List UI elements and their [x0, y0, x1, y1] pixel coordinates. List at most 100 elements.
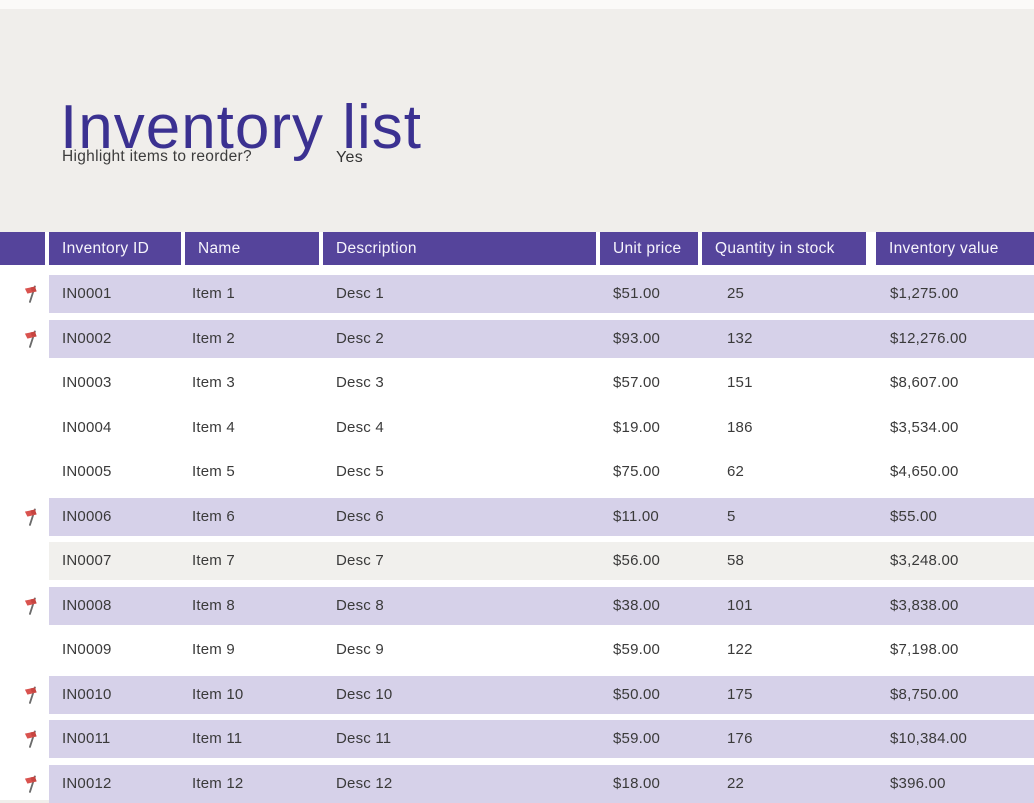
table-header-unit-price[interactable]: Unit price — [600, 232, 698, 265]
cell-quantity-in-stock[interactable]: 5 — [727, 507, 736, 525]
cell-name[interactable]: Item 1 — [192, 285, 235, 302]
cell-inventory-value[interactable]: $8,607.00 — [890, 374, 959, 391]
reorder-question-value-cell[interactable]: Yes — [336, 149, 364, 166]
cell-unit-price[interactable]: $18.00 — [613, 774, 661, 792]
table-row[interactable]: IN0011 Item 11 Desc 11 $59.00 176 $10,38… — [0, 720, 1034, 758]
cell-name[interactable]: Item 12 — [192, 774, 244, 792]
table-row[interactable]: IN0003 Item 3 Desc 3 $57.00 151 $8,607.0… — [0, 364, 1034, 402]
cell-description[interactable]: Desc 12 — [336, 774, 393, 792]
cell-inventory-id[interactable]: IN0004 — [62, 418, 112, 436]
cell-description[interactable]: Desc 11 — [336, 730, 392, 747]
cell-inventory-value[interactable]: $55.00 — [890, 507, 938, 525]
cell-name[interactable]: Item 9 — [192, 641, 235, 658]
cell-unit-price[interactable]: $51.00 — [613, 285, 661, 302]
reorder-flag-icon — [24, 686, 37, 704]
cell-name[interactable]: Item 7 — [192, 552, 235, 569]
table-row[interactable]: IN0012 Item 12 Desc 12 $18.00 22 $396.00 — [0, 764, 1034, 803]
table-row[interactable]: IN0009 Item 9 Desc 9 $59.00 122 $7,198.0… — [0, 631, 1034, 669]
cell-quantity-in-stock[interactable]: 62 — [727, 463, 745, 480]
cell-inventory-id[interactable]: IN0012 — [62, 774, 112, 792]
cell-name[interactable]: Item 8 — [192, 596, 235, 614]
cell-description[interactable]: Desc 2 — [336, 329, 384, 347]
cell-inventory-value[interactable]: $3,248.00 — [890, 552, 959, 569]
cell-unit-price[interactable]: $19.00 — [613, 418, 661, 436]
cell-inventory-value[interactable]: $12,276.00 — [890, 329, 968, 347]
table-header-name-label: Name — [198, 240, 241, 257]
table-row[interactable]: IN0008 Item 8 Desc 8 $38.00 101 $3,838.0… — [0, 586, 1034, 625]
cell-unit-price[interactable]: $56.00 — [613, 552, 661, 569]
cell-inventory-value[interactable]: $3,838.00 — [890, 596, 959, 614]
table-header-inventory-id[interactable]: Inventory ID — [49, 232, 181, 265]
cell-quantity-in-stock[interactable]: 122 — [727, 641, 753, 658]
cell-quantity-in-stock[interactable]: 151 — [727, 374, 753, 391]
cell-unit-price[interactable]: $11.00 — [613, 507, 659, 525]
table-header-description[interactable]: Description — [323, 232, 596, 265]
cell-inventory-id[interactable]: IN0011 — [62, 730, 111, 747]
table-row[interactable]: IN0010 Item 10 Desc 10 $50.00 175 $8,750… — [0, 675, 1034, 714]
cell-inventory-value[interactable]: $396.00 — [890, 774, 946, 792]
table-row[interactable]: IN0004 Item 4 Desc 4 $19.00 186 $3,534.0… — [0, 408, 1034, 447]
row-band — [49, 586, 1034, 625]
table-row[interactable]: IN0005 Item 5 Desc 5 $75.00 62 $4,650.00 — [0, 453, 1034, 491]
cell-inventory-id[interactable]: IN0005 — [62, 463, 112, 480]
cell-description[interactable]: Desc 7 — [336, 552, 384, 569]
cell-inventory-value[interactable]: $10,384.00 — [890, 730, 968, 747]
cell-name[interactable]: Item 3 — [192, 374, 235, 391]
row-band — [49, 764, 1034, 803]
cell-description[interactable]: Desc 9 — [336, 641, 384, 658]
cell-name[interactable]: Item 5 — [192, 463, 235, 480]
cell-inventory-value[interactable]: $3,534.00 — [890, 418, 959, 436]
row-band — [49, 631, 1034, 669]
cell-unit-price[interactable]: $93.00 — [613, 329, 661, 347]
cell-inventory-id[interactable]: IN0006 — [62, 507, 112, 525]
cell-inventory-value[interactable]: $8,750.00 — [890, 685, 959, 703]
cell-unit-price[interactable]: $50.00 — [613, 685, 661, 703]
cell-unit-price[interactable]: $59.00 — [613, 641, 661, 658]
cell-description[interactable]: Desc 10 — [336, 685, 393, 703]
cell-description[interactable]: Desc 8 — [336, 596, 384, 614]
table-row[interactable]: IN0002 Item 2 Desc 2 $93.00 132 $12,276.… — [0, 319, 1034, 358]
cell-description[interactable]: Desc 5 — [336, 463, 384, 480]
cell-inventory-id[interactable]: IN0003 — [62, 374, 112, 391]
cell-unit-price[interactable]: $59.00 — [613, 730, 661, 747]
cell-inventory-value[interactable]: $7,198.00 — [890, 641, 959, 658]
table-row[interactable]: IN0001 Item 1 Desc 1 $51.00 25 $1,275.00 — [0, 275, 1034, 313]
cell-unit-price[interactable]: $75.00 — [613, 463, 661, 480]
cell-inventory-id[interactable]: IN0001 — [62, 285, 112, 302]
cell-quantity-in-stock[interactable]: 101 — [727, 596, 753, 614]
cell-inventory-value[interactable]: $4,650.00 — [890, 463, 959, 480]
cell-inventory-id[interactable]: IN0009 — [62, 641, 112, 658]
cell-unit-price[interactable]: $57.00 — [613, 374, 661, 391]
cell-quantity-in-stock[interactable]: 25 — [727, 285, 745, 302]
cell-inventory-value[interactable]: $1,275.00 — [890, 285, 959, 302]
cell-name[interactable]: Item 2 — [192, 329, 235, 347]
cell-description[interactable]: Desc 6 — [336, 507, 384, 525]
cell-quantity-in-stock[interactable]: 58 — [727, 552, 745, 569]
cell-name[interactable]: Item 10 — [192, 685, 244, 703]
cell-name[interactable]: Item 11 — [192, 730, 243, 747]
cell-description[interactable]: Desc 1 — [336, 285, 384, 302]
table-row[interactable]: IN0006 Item 6 Desc 6 $11.00 5 $55.00 — [0, 497, 1034, 536]
table-header-description-label: Description — [336, 240, 417, 257]
reorder-question-label: Highlight items to reorder? — [62, 148, 252, 165]
cell-unit-price[interactable]: $38.00 — [613, 596, 661, 614]
cell-description[interactable]: Desc 4 — [336, 418, 384, 436]
cell-inventory-id[interactable]: IN0002 — [62, 329, 112, 347]
table-header-quantity-in-stock[interactable]: Quantity in stock — [702, 232, 866, 265]
cell-quantity-in-stock[interactable]: 176 — [727, 730, 753, 747]
cell-quantity-in-stock[interactable]: 22 — [727, 774, 745, 792]
cell-inventory-id[interactable]: IN0007 — [62, 552, 112, 569]
cell-name[interactable]: Item 4 — [192, 418, 235, 436]
cell-inventory-id[interactable]: IN0008 — [62, 596, 112, 614]
table-header-inventory-value[interactable]: Inventory value — [876, 232, 1034, 265]
cell-description[interactable]: Desc 3 — [336, 374, 384, 391]
table-row[interactable]: IN0007 Item 7 Desc 7 $56.00 58 $3,248.00 — [0, 542, 1034, 580]
table-header-name[interactable]: Name — [185, 232, 319, 265]
row-band — [49, 542, 1034, 580]
cell-name[interactable]: Item 6 — [192, 507, 235, 525]
cell-inventory-id[interactable]: IN0010 — [62, 685, 112, 703]
row-band — [49, 275, 1034, 313]
cell-quantity-in-stock[interactable]: 132 — [727, 329, 753, 347]
cell-quantity-in-stock[interactable]: 175 — [727, 685, 753, 703]
cell-quantity-in-stock[interactable]: 186 — [727, 418, 753, 436]
